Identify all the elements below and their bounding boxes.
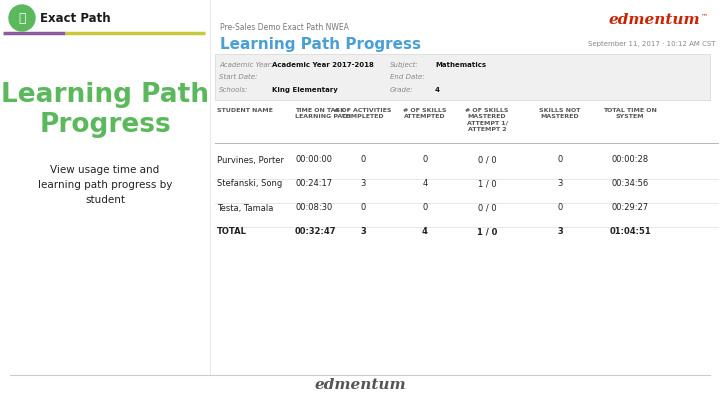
Text: # OF ACTIVITIES
COMPLETED: # OF ACTIVITIES COMPLETED (334, 108, 392, 119)
Text: ⌕: ⌕ (18, 11, 26, 24)
Circle shape (9, 5, 35, 31)
Text: 0: 0 (423, 156, 428, 164)
Text: Academic Year:: Academic Year: (219, 62, 273, 68)
Text: 1 / 0: 1 / 0 (477, 228, 498, 237)
Text: 0 / 0: 0 / 0 (477, 203, 496, 213)
Text: 01:04:51: 01:04:51 (609, 228, 651, 237)
Text: TIME ON TASK -
LEARNING PATH: TIME ON TASK - LEARNING PATH (295, 108, 351, 119)
Text: 4: 4 (435, 87, 440, 93)
Text: edmentum: edmentum (608, 13, 700, 27)
FancyBboxPatch shape (215, 54, 710, 100)
Text: 3: 3 (360, 179, 366, 188)
Text: STUDENT NAME: STUDENT NAME (217, 108, 273, 113)
Text: View usage time and
learning path progress by
student: View usage time and learning path progre… (38, 165, 172, 205)
Text: Progress: Progress (39, 112, 171, 138)
Text: 00:32:47: 00:32:47 (295, 228, 336, 237)
Text: Mathematics: Mathematics (435, 62, 486, 68)
Text: Learning Path: Learning Path (1, 82, 209, 108)
Text: 00:34:56: 00:34:56 (611, 179, 649, 188)
Text: 0: 0 (557, 203, 562, 213)
Text: Start Date:: Start Date: (219, 74, 257, 80)
Text: 4: 4 (423, 179, 428, 188)
Text: TOTAL TIME ON
SYSTEM: TOTAL TIME ON SYSTEM (603, 108, 657, 119)
Text: # OF SKILLS
MASTERED
ATTEMPT 1/
ATTEMPT 2: # OF SKILLS MASTERED ATTEMPT 1/ ATTEMPT … (465, 108, 509, 132)
Text: Schools:: Schools: (219, 87, 248, 93)
Text: 00:29:27: 00:29:27 (611, 203, 649, 213)
Text: Testa, Tamala: Testa, Tamala (217, 203, 274, 213)
Text: End Date:: End Date: (390, 74, 425, 80)
Text: Purvines, Porter: Purvines, Porter (217, 156, 284, 164)
Text: Subject:: Subject: (390, 62, 419, 68)
Text: 0: 0 (361, 156, 366, 164)
Text: September 11, 2017 · 10:12 AM CST: September 11, 2017 · 10:12 AM CST (588, 41, 715, 47)
Text: 3: 3 (557, 179, 563, 188)
Text: 0 / 0: 0 / 0 (477, 156, 496, 164)
Text: King Elementary: King Elementary (272, 87, 338, 93)
Text: SKILLS NOT
MASTERED: SKILLS NOT MASTERED (539, 108, 581, 119)
Text: 4: 4 (422, 228, 428, 237)
Text: Learning Path Progress: Learning Path Progress (220, 36, 421, 51)
Text: Academic Year 2017-2018: Academic Year 2017-2018 (272, 62, 374, 68)
Text: 3: 3 (360, 228, 366, 237)
Text: Grade:: Grade: (390, 87, 413, 93)
Text: 00:00:28: 00:00:28 (611, 156, 649, 164)
Text: ™: ™ (701, 13, 708, 19)
Text: 00:24:17: 00:24:17 (295, 179, 332, 188)
Text: 1 / 0: 1 / 0 (477, 179, 496, 188)
Text: Stefanski, Song: Stefanski, Song (217, 179, 282, 188)
Text: Pre-Sales Demo Exact Path NWEA: Pre-Sales Demo Exact Path NWEA (220, 23, 349, 32)
Text: 0: 0 (557, 156, 562, 164)
Text: 0: 0 (361, 203, 366, 213)
Text: edmentum: edmentum (314, 378, 406, 392)
Text: 00:00:00: 00:00:00 (295, 156, 332, 164)
Text: # OF SKILLS
ATTEMPTED: # OF SKILLS ATTEMPTED (403, 108, 446, 119)
Text: 00:08:30: 00:08:30 (295, 203, 332, 213)
Text: Exact Path: Exact Path (40, 11, 111, 24)
Text: 0: 0 (423, 203, 428, 213)
Text: TOTAL: TOTAL (217, 228, 247, 237)
Text: 3: 3 (557, 228, 563, 237)
